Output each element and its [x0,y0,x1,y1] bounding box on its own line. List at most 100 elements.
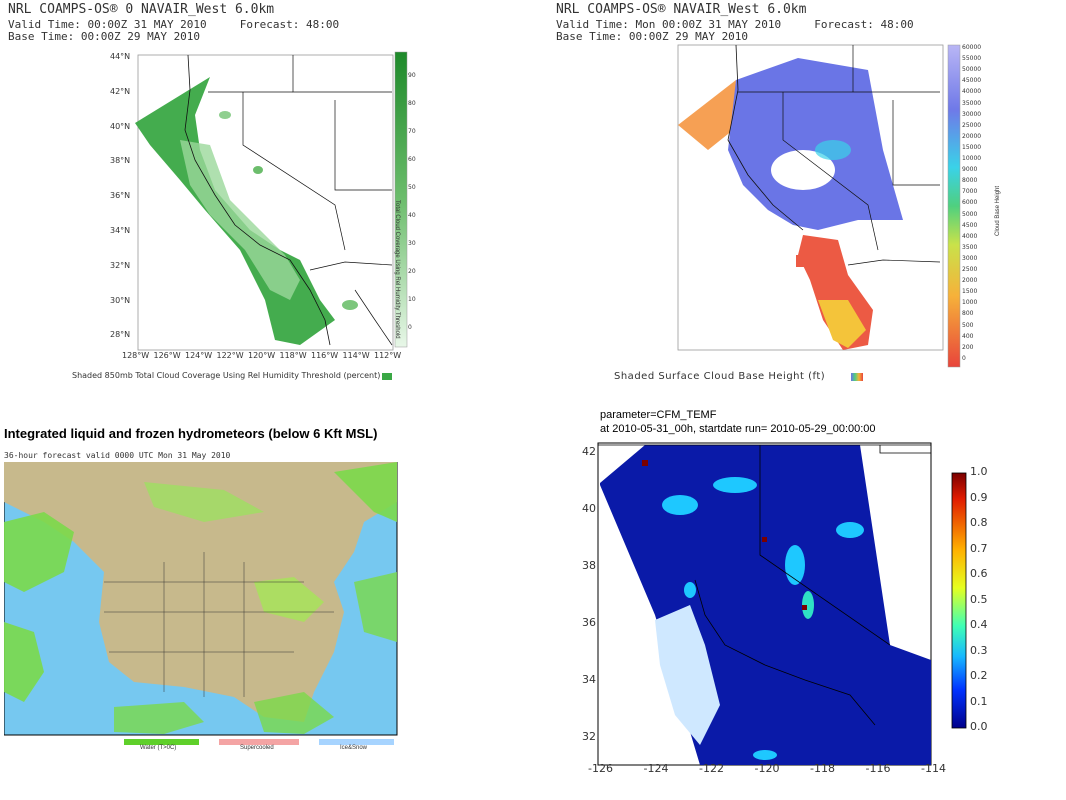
colorbar-tick: 50 [408,184,416,191]
x-tick: -118 [810,762,835,775]
colorbar-tick: 10 [408,296,416,303]
panel1-caption-swatch [382,373,392,380]
panel2-base-time: Base Time: 00:00Z 29 MAY 2010 [556,30,749,43]
panel2-valid-time: Valid Time: Mon 00:00Z 31 MAY 2010 Forec… [556,18,914,31]
lon-label: 120°W [248,351,276,360]
colorbar-tick: 0.3 [970,643,988,657]
colorbar-tick: 40 [408,212,416,219]
lon-label: 128°W [122,351,150,360]
colorbar-tick: 2000 [962,277,978,285]
legend-supercooled-label: Supercooled [240,745,274,751]
colorbar-tick: 0.8 [970,516,988,529]
x-tick: -124 [643,762,669,775]
colorbar-tick: 2500 [962,266,978,273]
colorbar-tick: 0 [962,354,966,362]
colorbar-tick: 0 [408,324,412,331]
y-tick: 32 [582,730,596,743]
colorbar-tick: 4500 [962,221,978,229]
panel-hydrometeors: Integrated liquid and frozen hydrometeor… [0,420,410,760]
colorbar-tick: 0.4 [970,618,988,631]
colorbar-tick: 7000 [962,188,978,196]
panel4-map [597,442,967,766]
colorbar-tick: 0.1 [970,694,988,708]
x-tick: -120 [754,762,780,775]
lat-label: 34°N [110,226,131,235]
panel2-caption-swatch [851,373,863,381]
lon-label: 116°W [311,351,339,360]
x-tick: -114 [921,762,946,775]
panel1-colorbar-title: Total Cloud Coverage Using Rel Humidity … [394,200,400,339]
panel1-base-time: Base Time: 00:00Z 29 MAY 2010 [8,30,201,43]
lon-label: 122°W [216,351,244,360]
panel1-valid-time: Valid Time: 00:00Z 31 MAY 2010 Forecast:… [8,18,340,31]
panel1-title: NRL COAMPS-OS® 0 NAVAIR_West 6.0km [8,2,275,17]
legend-water-label: Water (T>0C) [140,745,177,751]
x-tick: -116 [865,762,891,775]
y-tick: 38 [582,559,596,572]
x-tick: -122 [699,762,724,775]
lon-label: 124°W [185,351,213,360]
y-tick: 36 [582,616,596,629]
lon-label: 112°W [374,351,402,360]
panel3-map [4,462,398,745]
colorbar-tick: 0.6 [970,567,988,580]
panel4-param: parameter=CFM_TEMF [600,409,717,421]
x-tick: -126 [588,762,613,775]
colorbar-tick: 50000 [962,66,982,74]
colorbar-tick: 25000 [962,121,982,129]
colorbar-tick: 6000 [962,199,978,207]
lon-label: 114°W [342,351,370,360]
lat-label: 30°N [110,295,131,305]
colorbar-tick: 40000 [962,88,982,96]
colorbar-tick: 90 [408,72,416,79]
colorbar-tick: 200 [962,343,974,351]
lat-label: 36°N [110,191,131,201]
colorbar-tick: 0.5 [970,592,988,606]
panel2-title: NRL COAMPS-OS® NAVAIR_West 6.0km [556,2,807,17]
panel2-caption: Shaded Surface Cloud Base Height (ft) [614,371,826,382]
colorbar-tick: 30000 [962,110,982,118]
colorbar-tick: 60000 [962,44,982,51]
lat-label: 42°N [110,86,131,96]
colorbar-tick: 400 [962,332,974,340]
colorbar-tick: 800 [962,310,974,318]
lat-label: 44°N [110,52,131,61]
colorbar-tick: 1500 [962,288,978,296]
panel-cloud-base-height: NRL COAMPS-OS® NAVAIR_West 6.0km Valid T… [548,0,1066,390]
colorbar-tick: 5000 [962,210,978,218]
colorbar-tick: 20000 [962,132,982,140]
lat-label: 28°N [110,330,131,340]
colorbar-tick: 0.0 [970,720,988,733]
colorbar-tick: 55000 [962,55,982,63]
colorbar-tick: 10000 [962,155,982,162]
lat-label: 32°N [110,260,131,270]
panel3-subtitle: 36-hour forecast valid 0000 UTC Mon 31 M… [4,451,231,460]
colorbar-tick: 8000 [962,177,978,185]
lon-label: 126°W [153,351,181,360]
panel-cfm-temf: parameter=CFM_TEMF at 2010-05-31_00h, st… [560,405,1066,800]
colorbar-tick: 70 [408,128,416,135]
colorbar-tick: 3000 [962,254,978,262]
y-tick: 40 [582,502,596,515]
colorbar-tick: 30 [408,240,416,247]
colorbar-tick: 1.0 [970,465,988,478]
colorbar-tick: 45000 [962,77,982,85]
panel2-map [677,44,961,368]
colorbar-tick: 80 [408,100,416,107]
colorbar-tick: 9000 [962,166,978,174]
colorbar-tick: 4000 [962,232,978,240]
panel4-at-line: at 2010-05-31_00h, startdate run= 2010-0… [600,423,876,435]
colorbar-tick: 500 [962,321,974,329]
colorbar-tick: 15000 [962,143,982,151]
y-tick: 42 [582,445,596,458]
panel2-colorbar-title: Cloud Base Height [995,185,1001,236]
colorbar-tick: 20 [408,268,416,275]
colorbar-tick: 1000 [962,299,978,307]
lon-label: 118°W [279,351,307,360]
legend-ice-label: Ice&Snow [340,745,368,751]
colorbar-tick: 35000 [962,99,982,107]
colorbar-tick: 0.9 [970,490,988,504]
colorbar-tick: 60 [408,156,416,163]
colorbar-tick: 3500 [962,243,978,251]
panel3-title: Integrated liquid and frozen hydrometeor… [4,426,378,441]
